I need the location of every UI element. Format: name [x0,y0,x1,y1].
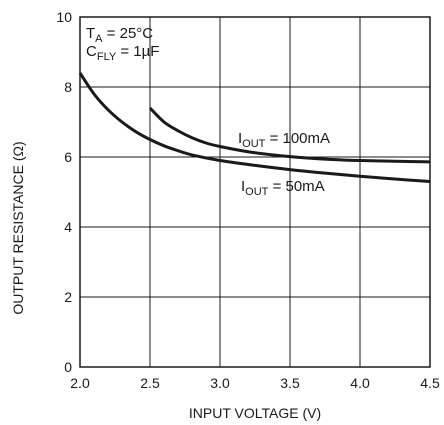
y-tick-label: 10 [56,9,72,25]
series-label-100ma-rest: = 100mA [265,130,330,147]
series-line-100ma [148,106,431,164]
series-label-50ma-main: I [241,178,245,195]
condition-label: CFLY = 1µF [86,43,159,63]
condition-label-subscript: A [95,33,103,45]
x-axis-title: INPUT VOLTAGE (V) [189,405,321,421]
series-label-50ma: IOUT = 50mA [241,178,325,198]
grid-lines [80,17,430,367]
series-label-50ma-rest: = 50mA [268,178,324,195]
condition-label-rest: = 25°C [103,25,154,42]
condition-label-main: C [86,43,97,60]
series-lines [78,72,431,183]
x-tick-label: 4.0 [350,375,370,391]
plot-frame [79,16,431,368]
series-label-100ma-main: I [238,130,242,147]
x-tick-label: 2.0 [70,375,90,391]
y-tick-label: 6 [64,149,72,165]
series-line-50ma [78,72,431,183]
condition-label: TA = 25°C [86,25,153,45]
y-axis-title: OUTPUT RESISTANCE (Ω) [10,141,26,314]
x-tick-label: 3.5 [280,375,300,391]
condition-label-main: T [86,25,95,42]
series-label-50ma-subscript: OUT [245,186,269,198]
y-tick-label: 2 [64,289,72,305]
x-tick-label: 2.5 [140,375,160,391]
x-tick-labels: 2.0 2.5 3.0 3.5 4.0 4.5 [70,375,440,391]
condition-label-rest: = 1µF [116,43,159,60]
x-tick-label: 4.5 [420,375,440,391]
x-tick-label: 3.0 [210,375,230,391]
y-tick-label: 0 [64,359,72,375]
y-tick-label: 8 [64,79,72,95]
y-tick-labels: 0 2 4 6 8 10 [56,9,72,375]
series-label-100ma: IOUT = 100mA [238,130,330,150]
y-tick-label: 4 [64,219,72,235]
condition-label-subscript: FLY [97,51,117,63]
series-label-100ma-subscript: OUT [242,138,266,150]
